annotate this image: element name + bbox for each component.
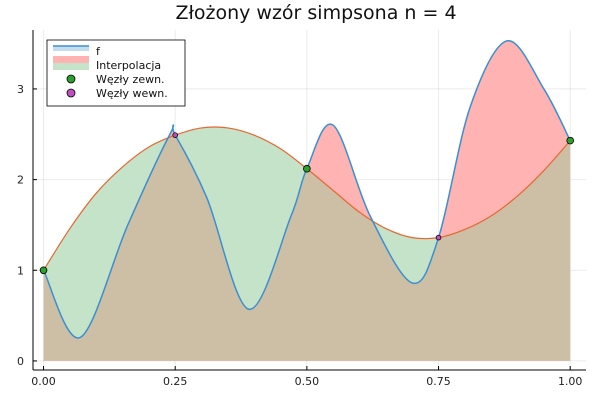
chart-title: Złożony wzór simpsona n = 4 — [175, 2, 456, 24]
y-tick-label: 2 — [17, 174, 24, 187]
marker-wezly-wewn — [172, 132, 179, 138]
y-tick-label: 0 — [17, 355, 24, 368]
legend-swatch-dot — [66, 74, 76, 84]
marker-wezly-zewn — [303, 164, 311, 173]
marker-wezly-zewn — [39, 266, 48, 275]
x-tick-label: 0.50 — [295, 375, 320, 388]
overlap-fill — [43, 127, 571, 361]
marker-wezly-zewn — [566, 136, 574, 145]
series-f-line — [42, 40, 571, 339]
legend-label: Węzły zewn. — [96, 73, 165, 86]
legend-swatch-dot — [66, 88, 76, 98]
legend-label: Interpolacja — [96, 59, 161, 72]
overlap-group — [43, 127, 571, 361]
legend-swatch-f-band — [53, 46, 89, 51]
y-tick-label: 1 — [17, 264, 24, 277]
legend-swatch-interpolacja-alt — [53, 63, 89, 70]
y-tick-label: 3 — [17, 83, 24, 96]
legend-label: f — [96, 45, 101, 58]
plot-area: 0.00 0.25 0.50 0.75 1.00 0 1 2 3 — [17, 30, 586, 388]
x-tick-label: 1.00 — [558, 375, 583, 388]
marker-wezly-wewn — [435, 234, 442, 241]
x-tick-label: 0.00 — [31, 375, 56, 388]
legend-label: Węzły wewn. — [96, 87, 168, 100]
legend-swatch-interpolacja — [53, 56, 89, 63]
x-tick-label: 0.25 — [163, 375, 188, 388]
x-tick-label: 0.75 — [426, 375, 451, 388]
